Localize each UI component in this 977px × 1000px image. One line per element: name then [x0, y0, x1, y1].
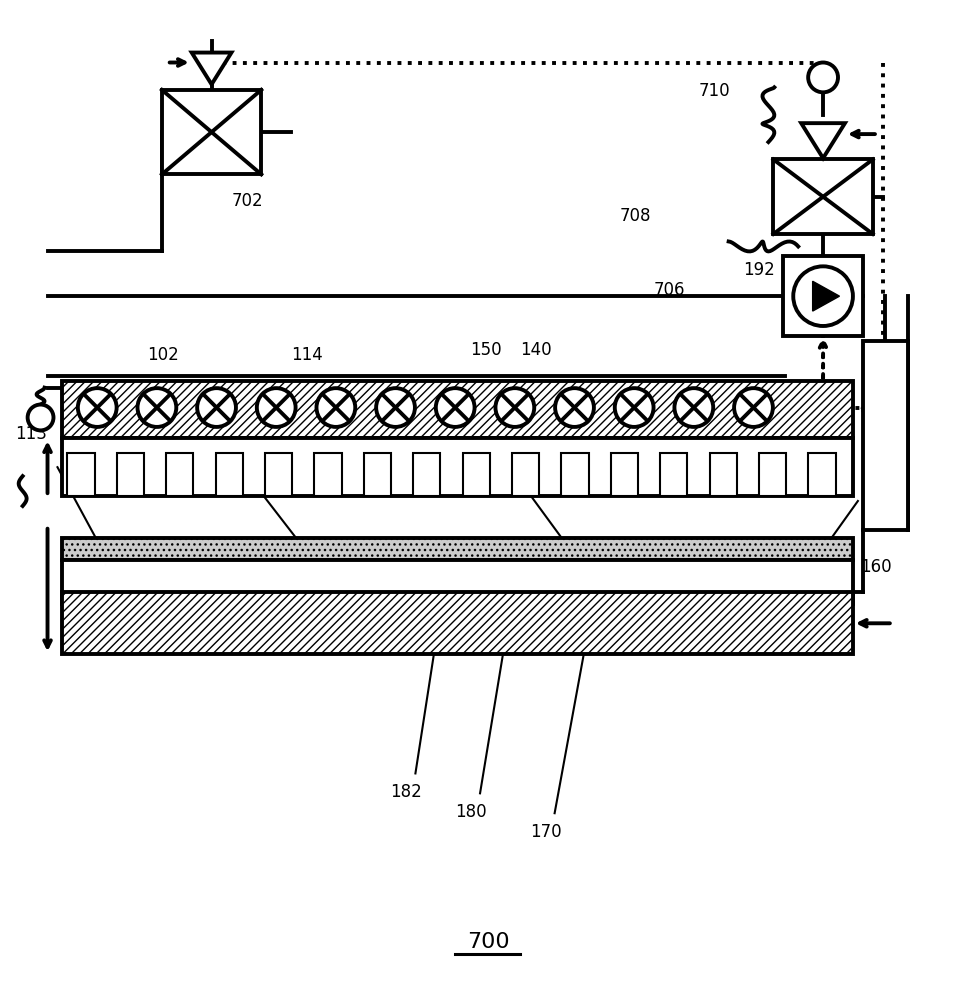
Circle shape: [555, 388, 594, 427]
Bar: [611, 453, 638, 496]
Bar: [660, 453, 688, 496]
Text: 702: 702: [232, 192, 263, 210]
Circle shape: [257, 388, 296, 427]
Circle shape: [376, 388, 415, 427]
Circle shape: [78, 388, 116, 427]
Bar: [783, 256, 864, 336]
Circle shape: [734, 388, 773, 427]
Polygon shape: [801, 123, 845, 158]
Bar: [759, 453, 786, 496]
Circle shape: [495, 388, 534, 427]
Bar: [265, 453, 292, 496]
Bar: [413, 453, 441, 496]
Bar: [63, 381, 853, 438]
Text: 170: 170: [530, 823, 562, 841]
Text: 710: 710: [699, 82, 731, 100]
Circle shape: [808, 63, 838, 92]
Bar: [63, 438, 853, 496]
Text: 102: 102: [147, 346, 179, 364]
Circle shape: [317, 388, 356, 427]
Text: 708: 708: [619, 207, 651, 225]
Bar: [162, 90, 261, 174]
Bar: [67, 453, 95, 496]
Bar: [216, 453, 242, 496]
Circle shape: [138, 388, 176, 427]
Bar: [315, 453, 342, 496]
Bar: [562, 453, 588, 496]
Circle shape: [615, 388, 654, 427]
Bar: [709, 453, 737, 496]
Text: 140: 140: [520, 341, 551, 359]
Bar: [808, 453, 835, 496]
Text: 192: 192: [743, 261, 776, 279]
Text: 180: 180: [455, 803, 487, 821]
Text: 182: 182: [391, 783, 422, 801]
Bar: [166, 453, 193, 496]
Text: 700: 700: [467, 932, 509, 952]
Text: 190: 190: [107, 591, 139, 609]
Bar: [774, 159, 872, 234]
Bar: [512, 453, 539, 496]
Circle shape: [197, 388, 235, 427]
Text: 150: 150: [470, 341, 502, 359]
Text: 112: 112: [321, 594, 353, 612]
Bar: [863, 341, 908, 530]
Text: 113: 113: [15, 425, 47, 443]
Circle shape: [674, 388, 713, 427]
Bar: [63, 538, 853, 560]
Text: 160: 160: [860, 558, 891, 576]
Text: 106: 106: [808, 558, 840, 576]
Polygon shape: [191, 53, 232, 84]
Text: 114: 114: [291, 346, 322, 364]
Circle shape: [793, 266, 853, 326]
Bar: [363, 453, 391, 496]
Text: 104: 104: [584, 594, 616, 612]
Bar: [63, 592, 853, 654]
Circle shape: [27, 405, 54, 430]
Bar: [117, 453, 144, 496]
Circle shape: [436, 388, 475, 427]
Text: 706: 706: [654, 281, 686, 299]
Polygon shape: [813, 281, 839, 311]
Bar: [463, 453, 489, 496]
Bar: [63, 560, 853, 604]
